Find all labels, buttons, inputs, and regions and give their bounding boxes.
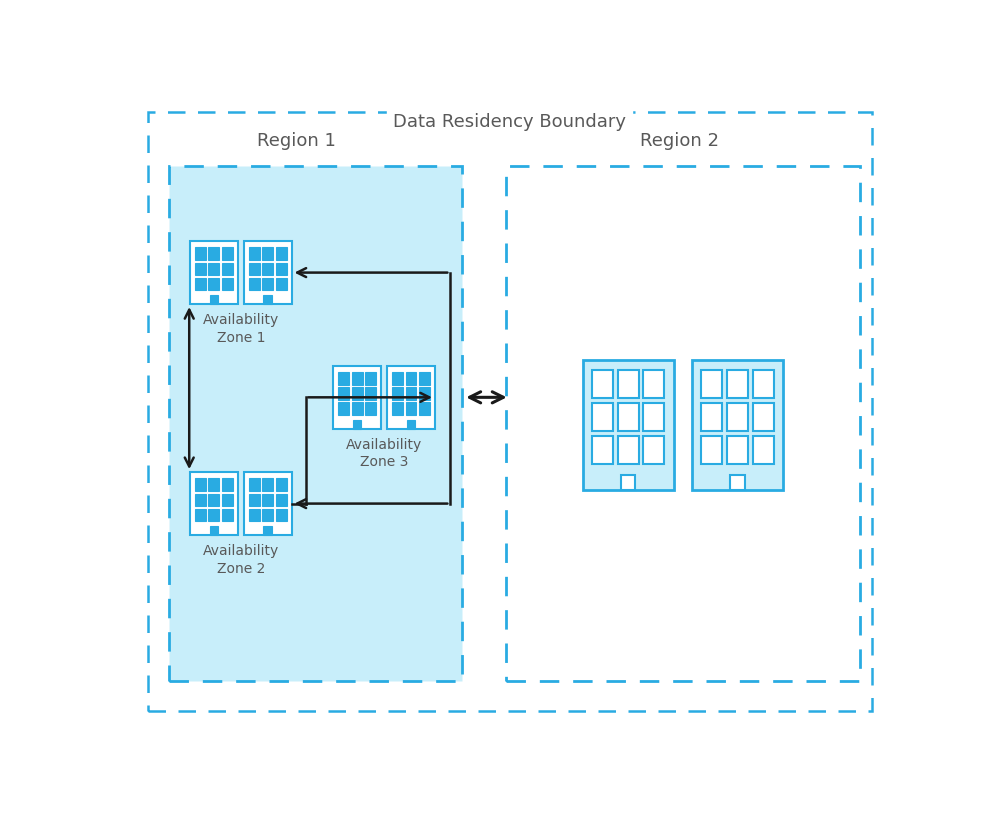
Text: Availability
Zone 3: Availability Zone 3	[346, 438, 421, 469]
Bar	[643, 403, 664, 431]
Bar	[275, 262, 286, 275]
Bar	[387, 366, 434, 429]
Bar	[262, 247, 273, 260]
Bar	[353, 420, 361, 429]
Bar	[727, 436, 747, 465]
Bar	[248, 509, 259, 522]
Bar	[195, 247, 206, 260]
Bar	[195, 509, 206, 522]
Bar	[210, 526, 218, 535]
Bar	[418, 403, 429, 415]
Bar	[244, 472, 291, 535]
Bar	[406, 403, 416, 415]
Bar	[351, 387, 362, 400]
Bar	[591, 403, 612, 431]
Bar	[195, 494, 206, 506]
Bar	[392, 403, 403, 415]
Bar	[701, 370, 722, 399]
Bar	[262, 278, 273, 290]
Bar	[392, 372, 403, 385]
Bar	[591, 436, 612, 465]
Bar	[727, 403, 747, 431]
Bar	[701, 403, 722, 431]
Bar	[275, 509, 286, 522]
Bar	[195, 478, 206, 491]
Bar	[262, 509, 273, 522]
Bar	[333, 366, 381, 429]
Bar	[190, 241, 238, 304]
Bar	[338, 387, 349, 400]
Bar	[392, 387, 403, 400]
Bar	[275, 247, 286, 260]
Bar	[418, 387, 429, 400]
Bar	[620, 475, 635, 491]
Bar	[208, 278, 219, 290]
Bar	[275, 478, 286, 491]
Bar	[262, 494, 273, 506]
Bar	[222, 278, 233, 290]
Bar	[222, 262, 233, 275]
Bar	[222, 247, 233, 260]
Text: Availability
Zone 2: Availability Zone 2	[203, 544, 278, 575]
Bar	[617, 370, 638, 399]
Bar	[244, 241, 291, 304]
Bar	[591, 370, 612, 399]
Bar	[751, 436, 773, 465]
Bar	[248, 247, 259, 260]
Text: Availability
Zone 1: Availability Zone 1	[203, 314, 278, 345]
Bar	[406, 372, 416, 385]
Bar	[263, 295, 271, 304]
Bar	[727, 370, 747, 399]
Bar	[208, 478, 219, 491]
Bar	[190, 472, 238, 535]
Bar	[208, 509, 219, 522]
Bar	[365, 372, 376, 385]
Bar	[365, 387, 376, 400]
Bar	[505, 165, 859, 681]
Bar	[730, 475, 744, 491]
Text: Region 2: Region 2	[639, 132, 719, 150]
Bar	[248, 478, 259, 491]
Bar	[692, 359, 782, 491]
Bar	[338, 403, 349, 415]
Bar	[248, 494, 259, 506]
Text: Region 1: Region 1	[256, 132, 335, 150]
Bar	[418, 372, 429, 385]
Bar	[643, 370, 664, 399]
Bar	[406, 387, 416, 400]
Bar	[195, 262, 206, 275]
Bar	[751, 403, 773, 431]
Bar	[701, 436, 722, 465]
Bar	[248, 262, 259, 275]
Bar	[208, 247, 219, 260]
Bar	[617, 436, 638, 465]
Bar	[208, 262, 219, 275]
Bar	[210, 295, 218, 304]
Bar	[275, 494, 286, 506]
Bar	[365, 403, 376, 415]
Bar	[338, 372, 349, 385]
Bar	[169, 165, 461, 681]
Bar	[582, 359, 673, 491]
Bar	[351, 403, 362, 415]
Bar	[262, 478, 273, 491]
Bar	[222, 509, 233, 522]
Bar	[263, 526, 271, 535]
Bar	[751, 370, 773, 399]
Text: Data Residency Boundary: Data Residency Boundary	[393, 113, 625, 131]
Bar	[617, 403, 638, 431]
Bar	[208, 494, 219, 506]
Bar	[195, 278, 206, 290]
Bar	[262, 262, 273, 275]
Bar	[248, 278, 259, 290]
Bar	[643, 436, 664, 465]
Bar	[222, 494, 233, 506]
Bar	[275, 278, 286, 290]
Bar	[222, 478, 233, 491]
Bar	[351, 372, 362, 385]
Bar	[407, 420, 414, 429]
